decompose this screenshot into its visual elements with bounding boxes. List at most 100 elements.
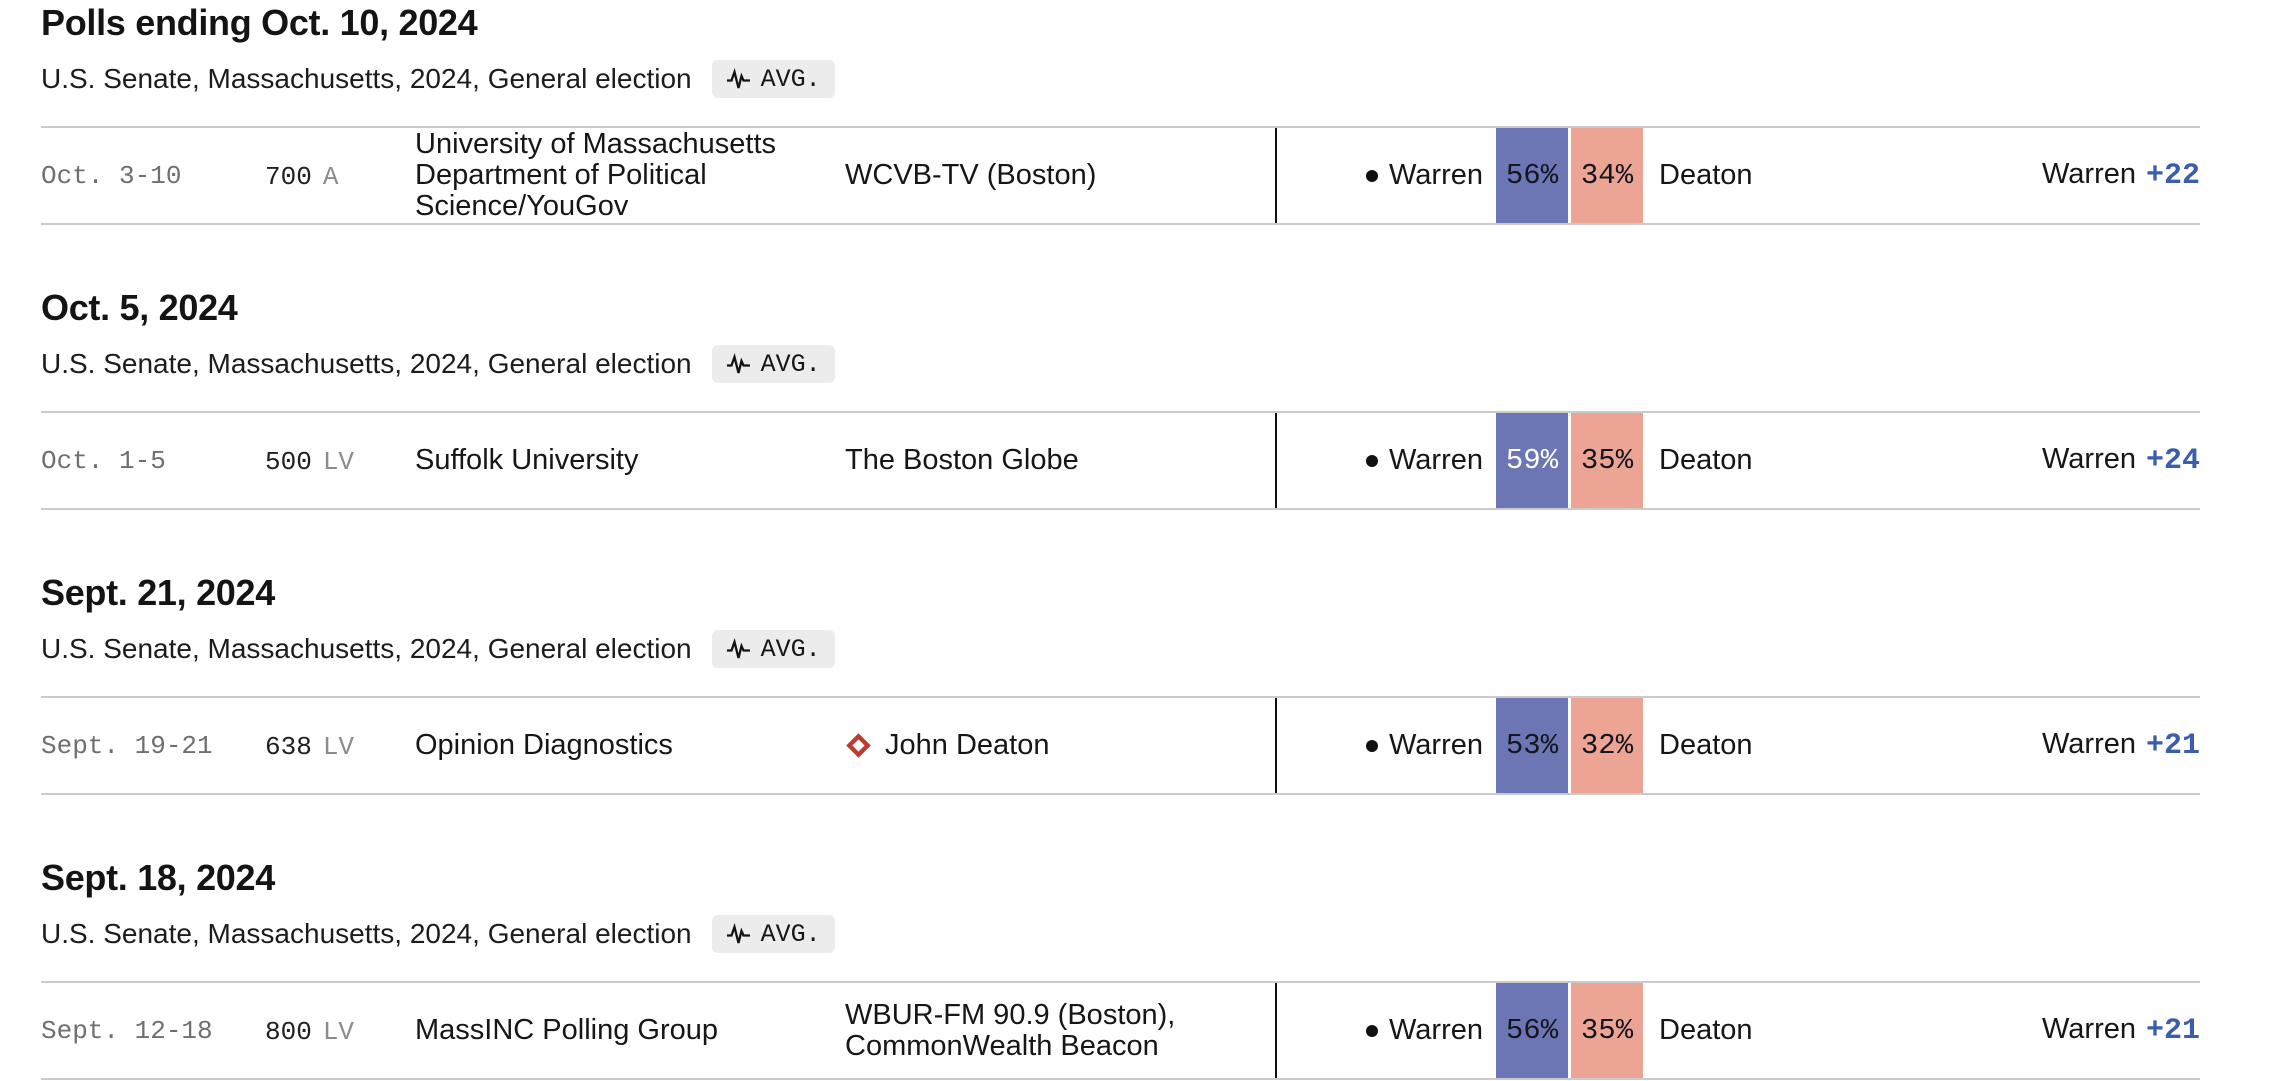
poll-section: Oct. 5, 2024 U.S. Senate, Massachusetts,…	[41, 287, 2200, 510]
avg-badge[interactable]: AVG.	[711, 345, 835, 383]
race-subtitle: U.S. Senate, Massachusetts, 2024, Genera…	[41, 633, 692, 664]
sample-size: 700	[265, 161, 312, 192]
pollster-name[interactable]: MassINC Polling Group	[415, 1014, 718, 1046]
dem-pct-box: 56%	[1496, 983, 1568, 1078]
sponsor-label: The Boston Globe	[845, 444, 1079, 476]
poll-margin: Warren +21	[1753, 728, 2200, 763]
rep-pct-box: 35%	[1571, 413, 1643, 508]
poll-sections: Polls ending Oct. 10, 2024 U.S. Senate, …	[41, 0, 2200, 1080]
dem-pct-box: 53%	[1496, 698, 1568, 793]
sample-size: 638	[265, 731, 312, 762]
incumbent-dot-icon	[1366, 454, 1378, 467]
section-date-heading: Sept. 21, 2024	[41, 572, 275, 613]
race-subtitle-row: U.S. Senate, Massachusetts, 2024, Genera…	[41, 345, 2200, 383]
poll-sponsor[interactable]: WCVB-TV (Boston)	[845, 160, 1275, 191]
dem-candidate: Warren	[1277, 1014, 1496, 1047]
dem-candidate-label: Warren	[1389, 1014, 1483, 1046]
rep-pct-box: 34%	[1571, 128, 1643, 223]
margin-value: +24	[2145, 444, 2200, 478]
partisan-diamond-icon	[846, 733, 871, 758]
margin-value: +21	[2145, 1014, 2200, 1048]
poll-dates: Sept. 19-21	[41, 730, 213, 761]
poll-sample: 638 LV	[265, 730, 415, 762]
avg-badge[interactable]: AVG.	[711, 60, 835, 98]
poll-section: Polls ending Oct. 10, 2024 U.S. Senate, …	[41, 2, 2200, 225]
pollster-name[interactable]: Suffolk University	[415, 444, 639, 476]
pulse-icon	[726, 637, 750, 658]
poll-margin: Warren +24	[1753, 443, 2200, 478]
dem-candidate: Warren	[1277, 159, 1496, 192]
margin-leader-label: Warren	[2041, 443, 2136, 475]
poll-margin: Warren +21	[1753, 1013, 2200, 1048]
poll-sponsor[interactable]: The Boston Globe	[845, 445, 1275, 476]
rep-candidate: Deaton	[1659, 444, 1753, 476]
dem-candidate-label: Warren	[1389, 444, 1483, 476]
poll-section: Sept. 21, 2024 U.S. Senate, Massachusett…	[41, 572, 2200, 795]
dem-candidate: Warren	[1277, 444, 1496, 477]
pulse-icon	[726, 922, 750, 943]
results-divider	[1275, 983, 1277, 1078]
poll-sample: 700 A	[265, 160, 415, 192]
incumbent-dot-icon	[1366, 169, 1378, 182]
pollster-name[interactable]: Opinion Diagnostics	[415, 729, 673, 761]
poll-dates: Sept. 12-18	[41, 1015, 213, 1046]
sample-population-type: LV	[322, 1016, 355, 1047]
section-date-heading: Polls ending Oct. 10, 2024	[41, 2, 478, 43]
margin-leader-label: Warren	[2041, 1013, 2136, 1045]
results-divider	[1275, 413, 1277, 508]
section-date-heading: Oct. 5, 2024	[41, 287, 238, 328]
poll-margin: Warren +22	[1753, 158, 2200, 193]
dem-candidate: Warren	[1277, 729, 1496, 762]
avg-badge-label: AVG.	[760, 919, 821, 949]
poll-sample: 800 LV	[265, 1015, 415, 1047]
sponsor-label: John Deaton	[885, 729, 1050, 761]
pulse-icon	[726, 352, 750, 373]
margin-value: +22	[2145, 159, 2200, 193]
sponsor-label: WBUR-FM 90.9 (Boston), CommonWealth Beac…	[845, 998, 1176, 1062]
race-subtitle-row: U.S. Senate, Massachusetts, 2024, Genera…	[41, 60, 2200, 98]
poll-dates: Oct. 1-5	[41, 445, 166, 476]
poll-sample: 500 LV	[265, 445, 415, 477]
poll-row: Sept. 12-18 800 LV MassINC Polling Group …	[41, 981, 2200, 1080]
sponsor-label: WCVB-TV (Boston)	[845, 159, 1097, 191]
poll-section: Sept. 18, 2024 U.S. Senate, Massachusett…	[41, 857, 2200, 1080]
poll-row: Oct. 1-5 500 LV Suffolk University The Bo…	[41, 411, 2200, 510]
sample-population-type: LV	[322, 731, 355, 762]
sample-size: 800	[265, 1016, 312, 1047]
dem-candidate-label: Warren	[1389, 159, 1483, 191]
pulse-icon	[726, 67, 750, 88]
avg-badge-label: AVG.	[760, 349, 821, 379]
avg-badge-label: AVG.	[760, 64, 821, 94]
section-date-heading: Sept. 18, 2024	[41, 857, 275, 898]
sample-size: 500	[265, 446, 312, 477]
race-subtitle-row: U.S. Senate, Massachusetts, 2024, Genera…	[41, 915, 2200, 953]
sample-population-type: LV	[322, 446, 355, 477]
sample-population-type: A	[322, 161, 339, 192]
avg-badge[interactable]: AVG.	[711, 630, 835, 668]
race-subtitle: U.S. Senate, Massachusetts, 2024, Genera…	[41, 63, 692, 94]
dem-pct-box: 59%	[1496, 413, 1568, 508]
rep-pct-box: 35%	[1571, 983, 1643, 1078]
race-subtitle: U.S. Senate, Massachusetts, 2024, Genera…	[41, 918, 692, 949]
results-divider	[1275, 128, 1277, 223]
poll-row: Oct. 3-10 700 A University of Massachuset…	[41, 126, 2200, 225]
margin-value: +21	[2145, 729, 2200, 763]
poll-row: Sept. 19-21 638 LV Opinion Diagnostics Jo…	[41, 696, 2200, 795]
rep-candidate: Deaton	[1659, 1014, 1753, 1046]
rep-candidate: Deaton	[1659, 729, 1753, 761]
poll-sponsor[interactable]: John Deaton	[845, 730, 1275, 761]
avg-badge[interactable]: AVG.	[711, 915, 835, 953]
poll-sponsor[interactable]: WBUR-FM 90.9 (Boston), CommonWealth Beac…	[845, 998, 1275, 1062]
pollster-name[interactable]: University of Massachusetts Department o…	[415, 128, 777, 222]
poll-dates: Oct. 3-10	[41, 160, 182, 191]
race-subtitle: U.S. Senate, Massachusetts, 2024, Genera…	[41, 348, 692, 379]
incumbent-dot-icon	[1366, 1024, 1378, 1037]
margin-leader-label: Warren	[2041, 728, 2136, 760]
results-divider	[1275, 698, 1277, 793]
rep-pct-box: 32%	[1571, 698, 1643, 793]
dem-candidate-label: Warren	[1389, 729, 1483, 761]
avg-badge-label: AVG.	[760, 634, 821, 664]
dem-pct-box: 56%	[1496, 128, 1568, 223]
race-subtitle-row: U.S. Senate, Massachusetts, 2024, Genera…	[41, 630, 2200, 668]
rep-candidate: Deaton	[1659, 159, 1753, 191]
